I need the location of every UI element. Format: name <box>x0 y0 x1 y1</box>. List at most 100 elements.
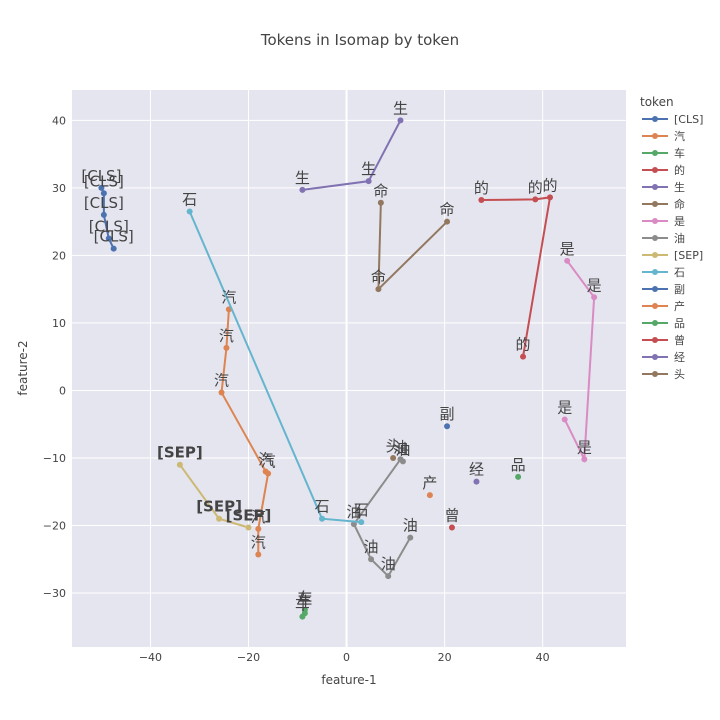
legend-item: 副 <box>642 283 685 296</box>
point-label: 的 <box>474 179 489 197</box>
point-label: 汽 <box>221 288 236 306</box>
data-point <box>265 470 272 477</box>
x-tick-label: −20 <box>237 651 260 664</box>
legend-item: 产 <box>642 299 685 313</box>
data-point <box>385 573 392 580</box>
x-tick-labels: −40 −20 0 20 40 <box>139 651 550 664</box>
legend-marker <box>652 269 658 275</box>
series-group <box>375 199 451 293</box>
point-label: 生 <box>295 169 310 187</box>
legend-item: 生 <box>642 180 685 194</box>
y-tick-label: 0 <box>59 384 66 397</box>
series-group <box>299 606 308 620</box>
y-tick-label: 10 <box>52 317 66 330</box>
series-group <box>98 184 117 252</box>
series-group <box>478 194 554 360</box>
data-point <box>532 196 539 203</box>
legend-label: 产 <box>674 299 685 313</box>
data-point <box>358 519 365 526</box>
x-tick-label: 20 <box>438 651 452 664</box>
data-point <box>98 184 105 191</box>
point-label: 汽 <box>251 534 266 552</box>
legend-marker <box>652 235 658 241</box>
point-label: 的 <box>543 176 558 194</box>
point-label: [CLS] <box>89 218 129 236</box>
data-point <box>515 473 522 480</box>
point-label: 石 <box>354 501 369 519</box>
legend-item: 油 <box>642 231 685 245</box>
legend-item: 命 <box>642 197 685 211</box>
series-group <box>426 492 433 499</box>
data-point <box>223 344 230 351</box>
legend-item: 的 <box>642 163 685 177</box>
data-point <box>255 551 262 558</box>
data-point <box>218 389 225 396</box>
point-label: 的 <box>528 178 543 196</box>
point-label: 油 <box>364 538 379 556</box>
series-group <box>299 117 404 193</box>
legend-item: 汽 <box>642 129 685 143</box>
legend-label: [CLS] <box>674 113 703 126</box>
data-point <box>426 492 433 499</box>
legend-marker <box>652 116 658 122</box>
point-label: 品 <box>511 456 526 474</box>
point-label: [SEP] <box>196 498 242 516</box>
legend-marker <box>652 184 658 190</box>
point-label: 曾 <box>444 506 459 524</box>
point-label: 是 <box>557 398 572 416</box>
data-point <box>186 208 193 215</box>
point-label: 汽 <box>219 327 234 345</box>
point-label: 头 <box>386 437 401 455</box>
point-labels: [CLS][CLS][CLS][CLS][CLS]汽汽汽汽汽汽汽车车车的的的的生… <box>81 99 601 613</box>
data-point <box>448 524 455 531</box>
point-label: 车 <box>297 589 312 607</box>
data-point <box>105 235 112 242</box>
series-group <box>218 306 272 558</box>
point-label: [CLS] <box>84 172 124 190</box>
data-point <box>547 194 554 201</box>
legend-item: 曾 <box>642 333 685 347</box>
point-label: 油 <box>403 517 418 535</box>
legend-label: 油 <box>674 231 685 245</box>
y-tick-label: 30 <box>52 182 66 195</box>
legend-marker <box>652 201 658 207</box>
legend-label: 头 <box>674 368 685 381</box>
point-label: 油 <box>346 503 361 521</box>
data-point <box>520 353 527 360</box>
series-group <box>350 456 414 580</box>
data-point <box>397 456 404 463</box>
data-point <box>245 524 252 531</box>
point-label: [SEP] <box>226 506 272 524</box>
point-label: [CLS] <box>94 228 134 246</box>
y-tick-label: −20 <box>43 519 66 532</box>
point-label: 油 <box>381 555 396 573</box>
data-point <box>561 416 568 423</box>
legend-item: 车 <box>642 146 685 160</box>
point-label: 油 <box>395 440 410 458</box>
legend-label: 生 <box>674 180 685 194</box>
point-label: 命 <box>440 201 455 219</box>
data-point <box>110 245 117 252</box>
legend-marker <box>652 303 658 309</box>
legend-marker <box>652 354 658 360</box>
point-label: 副 <box>440 405 455 423</box>
point-label: 命 <box>371 268 386 286</box>
legend-label: 副 <box>674 283 685 296</box>
data-point <box>216 515 223 522</box>
legend-marker <box>652 150 658 156</box>
point-label: 是 <box>577 438 592 456</box>
series-group <box>473 478 480 485</box>
point-label: 经 <box>469 461 484 479</box>
series-group <box>561 257 598 464</box>
legend-item: 石 <box>642 266 685 279</box>
legend-label: 的 <box>674 163 685 177</box>
point-label: 是 <box>587 276 602 294</box>
point-label: 产 <box>422 474 437 492</box>
series-group <box>444 423 451 430</box>
data-point <box>350 521 357 528</box>
legend-title: token <box>640 95 674 109</box>
legend-marker <box>652 337 658 343</box>
data-point <box>390 454 397 461</box>
